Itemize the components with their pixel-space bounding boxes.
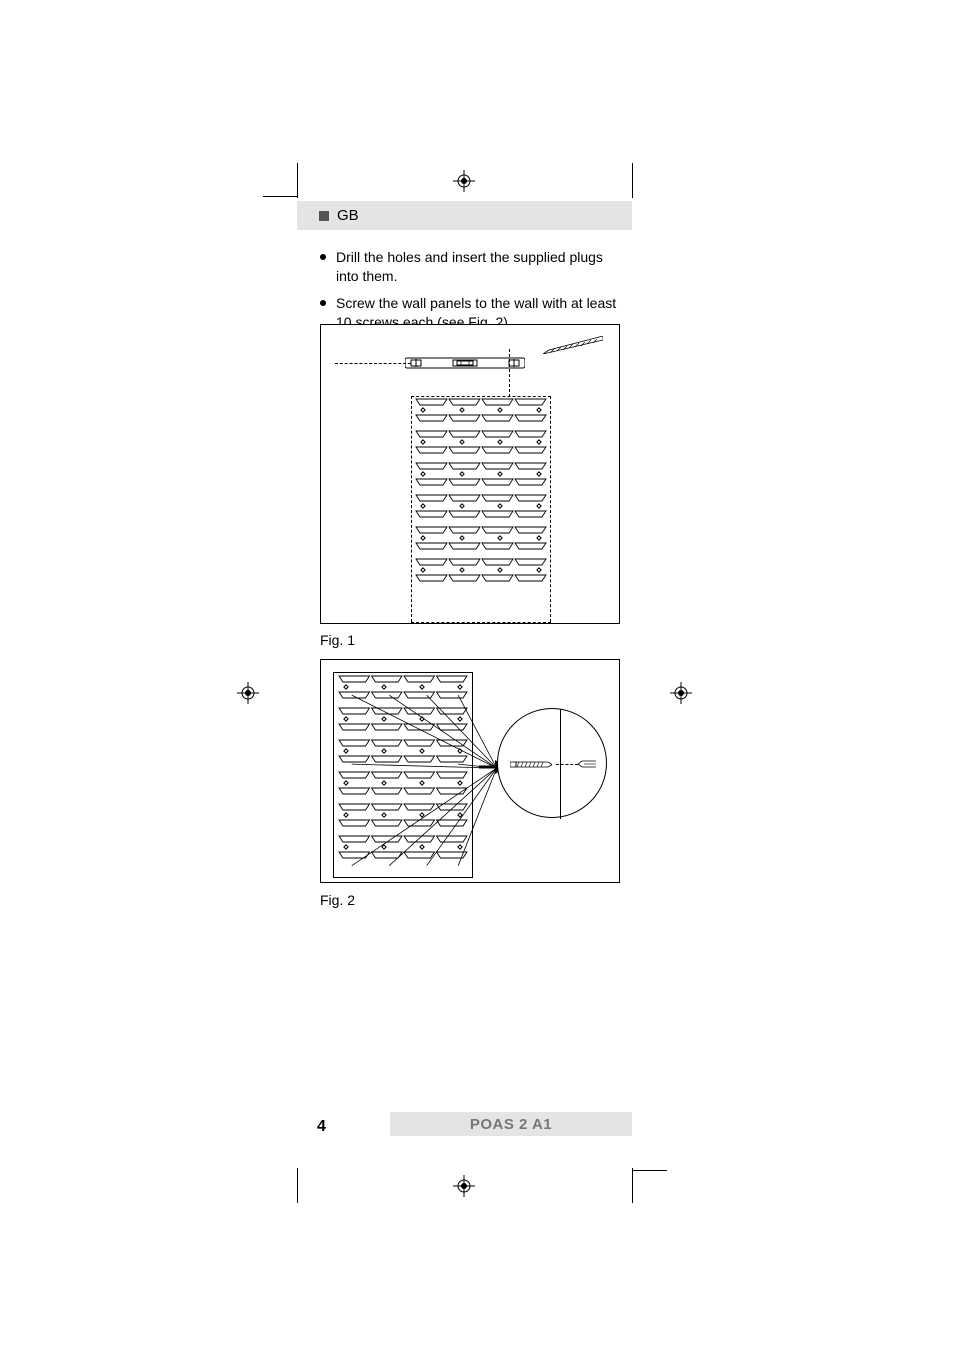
panel-dash-bottom	[411, 622, 551, 623]
drill-bit-icon	[543, 336, 603, 354]
page: GB Drill the holes and insert the suppli…	[0, 0, 954, 1350]
crop-mark	[263, 196, 297, 197]
figure-2	[320, 659, 620, 883]
crop-mark	[297, 1168, 298, 1203]
wall-plug-icon	[578, 759, 596, 769]
screw-dash-line	[556, 764, 578, 765]
screw-lines	[334, 673, 472, 877]
connector-dash-line	[509, 349, 510, 397]
panel-slot-grid	[415, 398, 547, 590]
spirit-level-icon	[405, 355, 525, 371]
guide-dash-line	[335, 363, 411, 364]
crop-mark	[632, 1168, 633, 1203]
header-square-icon	[319, 211, 329, 221]
footer-model-label: POAS 2 A1	[470, 1116, 552, 1133]
figure-1-content	[331, 333, 609, 613]
figure-1	[320, 324, 620, 624]
header-bar: GB	[297, 201, 632, 230]
panel-outline	[333, 672, 473, 878]
screw-icon	[510, 761, 552, 768]
panel-dash-right	[550, 396, 551, 622]
figure-1-caption: Fig. 1	[320, 632, 355, 648]
instruction-text: Drill the holes and insert the supplied …	[336, 249, 603, 284]
registration-mark-icon	[670, 682, 692, 704]
figure-2-content	[329, 668, 611, 874]
page-number: 4	[317, 1118, 326, 1136]
registration-mark-icon	[453, 1175, 475, 1197]
footer-bar: POAS 2 A1	[390, 1112, 632, 1136]
instruction-item: Drill the holes and insert the supplied …	[320, 248, 620, 286]
crop-mark	[633, 1170, 667, 1171]
crop-mark	[632, 163, 633, 198]
registration-mark-icon	[237, 682, 259, 704]
registration-mark-icon	[453, 170, 475, 192]
crop-mark	[297, 163, 298, 198]
panel-dash-top	[411, 396, 551, 397]
figure-2-caption: Fig. 2	[320, 892, 355, 908]
detail-circle	[497, 708, 607, 818]
panel-dash-left	[411, 396, 412, 622]
header-lang-label: GB	[337, 207, 359, 224]
